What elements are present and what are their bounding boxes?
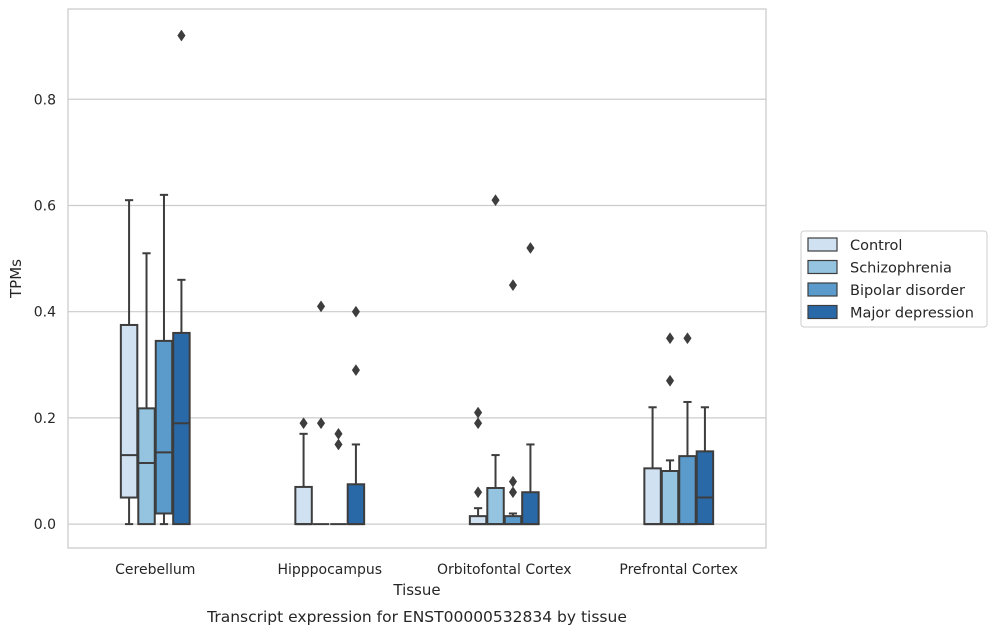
box-plot [346,305,366,526]
box-iqr [678,455,697,526]
box-plot [137,252,156,526]
box-plot [154,193,174,526]
box-iqr [521,491,540,526]
legend: Control Schizophrenia Bipolar disorder Majo… [800,230,988,328]
box-plot [503,279,523,526]
legend-label: Major depression [850,306,974,322]
box-plots [119,29,715,526]
outlier-point [473,406,483,419]
x-axis-label: Tissue [392,581,440,599]
box-plot [521,242,540,526]
plot-frame [67,8,767,549]
box-plot [294,417,313,526]
y-tick-label: 0.4 [34,305,56,321]
legend-swatch [807,282,838,297]
box-plot [643,406,662,526]
outlier-point [316,417,326,430]
box-iqr [294,485,313,526]
box-plot [660,332,680,526]
box-plot [486,194,505,526]
legend-label: Schizophrenia [850,261,952,277]
outlier-point [316,300,326,313]
box-iqr [486,486,505,526]
box-plot [678,332,697,526]
outlier-point [526,242,535,254]
legend-label: Bipolar disorder [850,283,965,299]
chart-caption: Transcript expression for ENST0000053283… [206,608,627,626]
box-plot [172,29,191,526]
outlier-point [473,417,483,430]
box-iqr [695,450,715,526]
outlier-point [508,475,518,488]
box-iqr [154,339,174,515]
outlier-point [473,486,483,499]
box-plot [695,406,715,526]
box-plot [468,406,488,526]
y-tick-label: 0.8 [34,92,56,108]
box-iqr [137,407,156,526]
legend-frame [800,230,988,328]
y-tick-label: 0.2 [34,411,56,427]
outlier-point [491,194,500,207]
box-plot [330,427,347,526]
x-tick-label: Hipppocampus [277,562,382,578]
outlier-point [351,364,361,377]
outlier-point [334,427,343,440]
box-iqr [643,467,662,526]
outlier-point [334,438,343,451]
box-iqr [346,483,366,526]
outlier-point [683,332,692,345]
y-tick-label: 0.0 [34,517,56,533]
outlier-point [351,305,361,318]
y-tick-label: 0.6 [34,198,56,214]
legend-swatch [807,304,838,320]
x-tick-label: Cerebellum [115,562,195,578]
box-iqr [172,331,191,526]
y-tick-labels: 0.0 0.2 0.4 0.6 0.8 [34,92,56,533]
box-iqr [660,470,680,526]
x-tick-labels: Cerebellum Hipppocampus Orbitofontal Corte… [115,562,738,578]
outlier-point [508,279,518,292]
box-plot [119,199,139,526]
box-iqr [119,323,139,499]
legend-swatch [807,237,838,252]
outlier-point [665,332,675,345]
x-tick-label: Orbitofontal Cortex [437,562,572,578]
y-axis-label: TPMs [7,259,25,299]
x-tick-label: Prefrontal Cortex [619,562,738,578]
box-iqr [468,515,488,526]
box-plot [312,300,330,526]
legend-label: Control [850,238,902,254]
outlier-point [299,417,308,430]
outlier-point [508,486,518,499]
outlier-point [177,29,186,42]
legend-swatch [807,259,838,275]
outlier-point [665,374,675,387]
box-iqr [503,515,523,526]
